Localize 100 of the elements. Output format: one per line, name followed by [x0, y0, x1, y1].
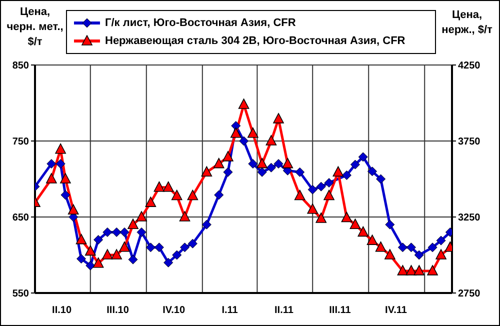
- point: [187, 190, 198, 200]
- point: [384, 249, 396, 260]
- point: [358, 152, 368, 162]
- point: [202, 220, 212, 230]
- point: [146, 242, 156, 252]
- y2-tick-label: 4250: [458, 60, 481, 72]
- point: [164, 258, 174, 268]
- point: [230, 128, 242, 138]
- point: [92, 257, 104, 268]
- y2-tick-label: 3750: [458, 136, 481, 148]
- point: [376, 174, 386, 184]
- y2-tick-label: 3250: [458, 212, 481, 224]
- point: [162, 181, 174, 192]
- point: [248, 159, 258, 169]
- point: [46, 159, 56, 169]
- point: [222, 151, 234, 162]
- point: [273, 113, 284, 124]
- y2-axis-title: Цена, нерж., $/т: [440, 8, 494, 38]
- point: [436, 249, 446, 260]
- point: [350, 160, 360, 170]
- point: [55, 143, 66, 154]
- point: [428, 242, 438, 252]
- point: [324, 190, 334, 200]
- point: [256, 158, 268, 168]
- point: [342, 170, 352, 180]
- point: [60, 173, 71, 184]
- point: [375, 242, 386, 252]
- point: [84, 245, 96, 256]
- point: [111, 249, 122, 260]
- point: [414, 265, 425, 276]
- y-tick-label: 650: [12, 212, 30, 224]
- point: [172, 250, 182, 260]
- x-tick-label: I.11: [222, 305, 238, 316]
- point: [324, 178, 334, 188]
- point: [368, 166, 378, 176]
- legend-label: Нержавеющая сталь 304 2B, Юго-Восточная Азия, CFR: [105, 35, 406, 47]
- point: [76, 234, 87, 244]
- point: [119, 242, 130, 252]
- legend-label: Г/к лист, Юго-Восточная Азия, CFR: [105, 17, 296, 29]
- point: [238, 98, 250, 109]
- point: [436, 236, 446, 246]
- point: [294, 190, 306, 200]
- point: [341, 212, 352, 222]
- x-tick-label: IV.10: [162, 305, 186, 316]
- point: [397, 265, 408, 276]
- point: [60, 190, 70, 200]
- point: [385, 220, 395, 230]
- point: [257, 167, 267, 177]
- point: [231, 121, 241, 131]
- x-tick-label: III.10: [106, 305, 130, 316]
- point: [332, 166, 344, 177]
- x-tick-label: II.11: [274, 305, 294, 316]
- point: [316, 182, 326, 192]
- x-tick-label: II.10: [52, 305, 72, 316]
- point: [406, 242, 416, 252]
- point: [295, 167, 305, 177]
- point: [68, 204, 79, 215]
- point: [180, 242, 190, 252]
- point: [223, 167, 233, 177]
- point: [414, 250, 424, 260]
- point: [308, 184, 318, 194]
- x-tick-label: III.11: [329, 305, 352, 316]
- point: [154, 242, 164, 252]
- point: [86, 260, 96, 270]
- point: [248, 128, 258, 138]
- y-tick-label: 850: [12, 60, 30, 72]
- x-tick-label: IV.11: [385, 305, 408, 316]
- point: [358, 226, 369, 237]
- point: [128, 218, 138, 229]
- point: [274, 159, 284, 169]
- point: [154, 181, 165, 192]
- y-axis-title: Цена, черн. мет., $/т: [6, 5, 64, 50]
- y2-tick-label: 2750: [458, 288, 481, 300]
- y-tick-label: 550: [12, 288, 30, 300]
- point: [94, 235, 104, 245]
- point: [266, 162, 276, 172]
- point: [120, 227, 130, 237]
- point: [398, 242, 408, 252]
- point: [266, 135, 277, 146]
- point: [366, 234, 378, 245]
- point: [282, 158, 294, 168]
- point: [56, 159, 66, 169]
- point: [350, 218, 361, 229]
- point: [201, 166, 212, 177]
- point: [145, 196, 156, 207]
- point: [76, 254, 86, 264]
- point: [188, 238, 198, 248]
- point: [406, 265, 417, 276]
- point: [214, 190, 224, 200]
- point: [136, 211, 147, 222]
- point: [179, 211, 190, 222]
- point: [102, 249, 113, 260]
- point: [128, 254, 138, 264]
- point: [307, 204, 318, 214]
- point: [136, 227, 146, 237]
- point: [316, 212, 327, 223]
- point: [239, 136, 249, 146]
- point: [46, 173, 57, 184]
- point: [102, 227, 112, 237]
- point: [213, 158, 224, 168]
